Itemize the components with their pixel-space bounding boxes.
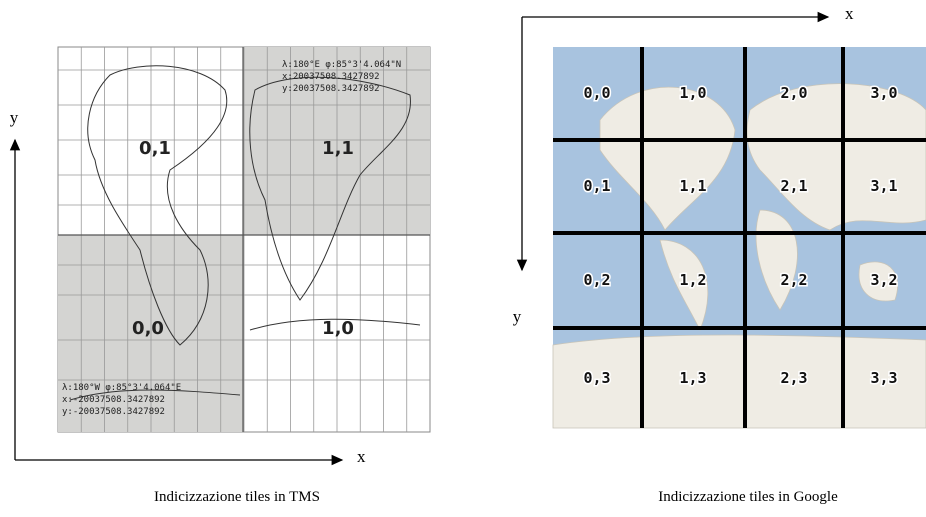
tile-label: 1,1 [679,177,706,195]
corner-coordinate: x:-20037508.3427892 [62,395,165,405]
caption: Indicizzazione tiles in TMS [154,489,320,505]
tile-label: 1,3 [679,369,706,387]
tile-label: 2,1 [780,177,807,195]
tile-label: 0,3 [583,369,610,387]
corner-coordinate: y:20037508.3427892 [282,84,380,94]
axis-label: y [513,307,522,326]
tile-label: 2,0 [780,84,807,102]
tile-label: 1,2 [679,271,706,289]
tms-map: 0,1 1,1 0,0 1,0 λ:180°E φ:85°3'4.064"N x… [58,47,430,432]
tile-label: 3,1 [870,177,897,195]
tile-label: 1,0 [322,318,354,339]
diagram: 0,1 1,1 0,0 1,0 λ:180°E φ:85°3'4.064"N x… [0,0,926,517]
tile-label: 3,2 [870,271,897,289]
corner-coordinate: λ:180°E φ:85°3'4.064"N [282,60,401,70]
tile-label: 0,2 [583,271,610,289]
tile-label: 1,1 [322,138,354,159]
tile-label: 0,1 [583,177,610,195]
tile-label: 2,3 [780,369,807,387]
caption: Indicizzazione tiles in Google [658,489,838,505]
corner-coordinate: λ:180°W φ:85°3'4.064"E [62,383,181,393]
axis-label: y [10,108,19,127]
tile-label: 1,0 [679,84,706,102]
tile-label: 0,0 [132,318,164,339]
corner-coordinate: x:20037508.3427892 [282,72,380,82]
corner-coordinate: y:-20037508.3427892 [62,407,165,417]
axis-label: x [357,447,366,466]
tile-label: 2,2 [780,271,807,289]
tile-label: 0,0 [583,84,610,102]
tile-label: 0,1 [139,138,171,159]
axis-label: x [845,4,854,23]
google-map: 0,0 1,0 2,0 3,0 0,1 1,1 2,1 3,1 0,2 1,2 2,2 3,2 0,3 1… [553,47,926,428]
tile-label: 3,3 [870,369,897,387]
tile-label: 3,0 [870,84,897,102]
